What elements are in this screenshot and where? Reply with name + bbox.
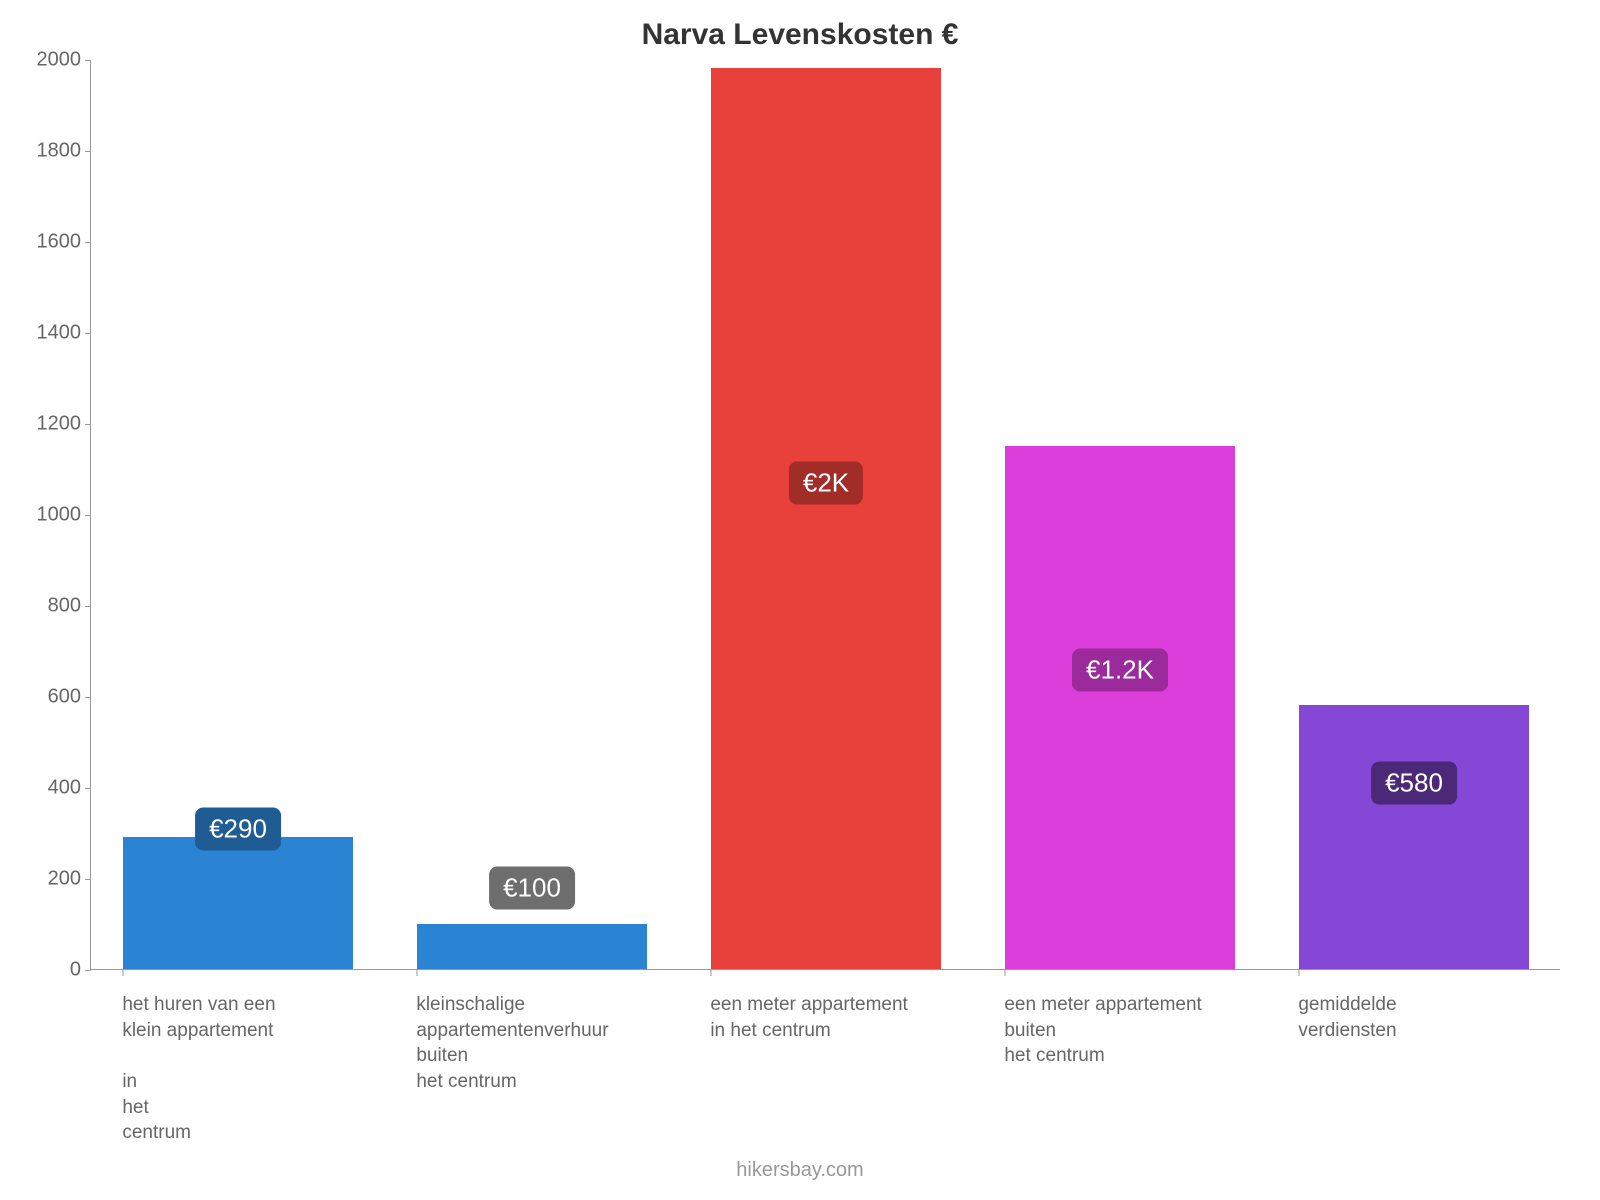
- bars-container: €290 €100 €2K €1.2K €580: [91, 60, 1560, 969]
- x-tick: [1005, 970, 1006, 976]
- bar: [417, 924, 646, 970]
- x-axis-label: een meter appartement in het centrum: [710, 992, 908, 1043]
- bar: [123, 837, 352, 969]
- y-tick-label: 200: [48, 868, 91, 891]
- x-axis-label: gemiddelde verdiensten: [1298, 992, 1396, 1043]
- x-tick: [711, 970, 712, 976]
- x-axis-label: het huren van een klein appartement in h…: [122, 992, 275, 1146]
- x-axis-labels: het huren van een klein appartement in h…: [90, 980, 1560, 1150]
- y-tick-label: 0: [70, 959, 91, 982]
- y-tick-label: 800: [48, 595, 91, 618]
- y-tick-label: 1000: [37, 504, 92, 527]
- x-axis-label: een meter appartement buiten het centrum: [1004, 992, 1202, 1069]
- y-tick-label: 1600: [37, 231, 92, 254]
- y-tick-label: 1400: [37, 322, 92, 345]
- x-axis-label: kleinschalige appartementenverhuur buite…: [416, 992, 608, 1095]
- plot-area: €290€100€2K€1.2K€580 0200400600800100012…: [90, 60, 1560, 970]
- y-tick-label: 600: [48, 686, 91, 709]
- bar: [1299, 705, 1528, 969]
- y-tick-label: 400: [48, 777, 91, 800]
- value-badge: €1.2K: [1072, 648, 1168, 691]
- bar: [711, 68, 940, 969]
- x-tick: [417, 970, 418, 976]
- cost-of-living-chart: Narva Levenskosten € €290 €100 €2K €1.2K €58…: [0, 0, 1600, 1200]
- chart-title: Narva Levenskosten €: [0, 18, 1600, 52]
- x-tick: [123, 970, 124, 976]
- value-badge: €2K: [789, 462, 863, 505]
- value-badge: €290: [195, 807, 281, 850]
- bar: [1005, 446, 1234, 969]
- value-badge: €580: [1371, 762, 1457, 805]
- value-badge: €100: [489, 867, 575, 910]
- y-tick-label: 1200: [37, 413, 92, 436]
- y-tick-label: 1800: [37, 140, 92, 163]
- y-tick-label: 2000: [37, 49, 92, 72]
- x-tick: [1299, 970, 1300, 976]
- chart-footer: hikersbay.com: [0, 1159, 1600, 1182]
